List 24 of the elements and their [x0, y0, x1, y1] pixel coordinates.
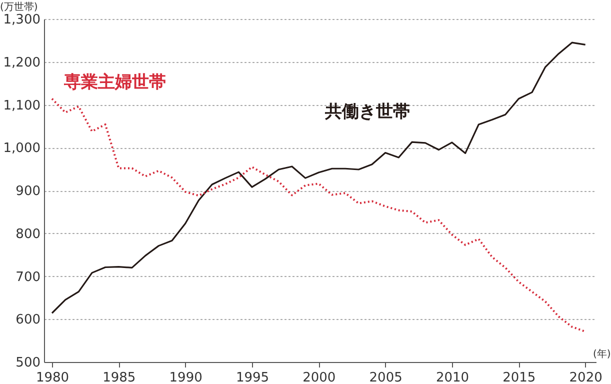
- y-tick-label: 800: [16, 226, 40, 242]
- x-axis-title: (年): [593, 348, 611, 360]
- line-series: [51, 42, 586, 314]
- y-tick-label: 600: [16, 312, 40, 328]
- x-tick-label: 2010: [436, 370, 470, 384]
- x-tick-label: 2015: [502, 370, 536, 384]
- x-tick-label: 1985: [102, 370, 136, 384]
- line-series: [51, 98, 586, 333]
- y-tick-label: 700: [16, 270, 40, 285]
- y-tick-label: 1,300: [3, 12, 40, 28]
- x-tick-label: 1990: [169, 370, 202, 384]
- y-tick-label: 500: [16, 356, 40, 370]
- y-tick-label: 900: [16, 184, 40, 199]
- series-label: 共働き世帯: [324, 102, 410, 122]
- x-tick-label: 1980: [36, 370, 70, 384]
- y-tick-label: 1,200: [3, 55, 40, 70]
- x-tick-label: 2005: [369, 370, 402, 384]
- y-tick-label: 1,100: [3, 98, 40, 114]
- x-tick-label: 2020: [569, 370, 602, 384]
- x-tick-label: 2000: [302, 370, 336, 384]
- y-axis-title: (万世帯): [0, 1, 38, 13]
- series-label: 専業主婦世帯: [63, 72, 166, 93]
- y-tick-label: 1,000: [3, 141, 40, 156]
- x-tick-label: 1995: [236, 370, 270, 384]
